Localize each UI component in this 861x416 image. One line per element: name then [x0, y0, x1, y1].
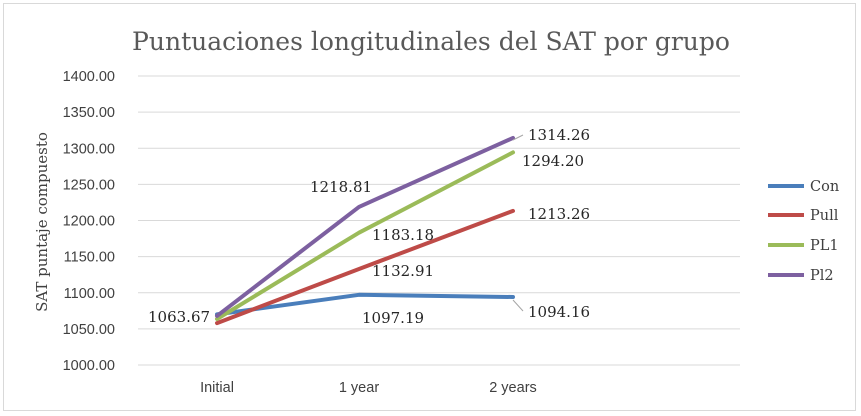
data-label: 1183.18 — [372, 226, 434, 244]
data-label: 1094.16 — [528, 303, 590, 321]
x-tick-label: 2 years — [489, 380, 537, 396]
chart-title: Puntuaciones longitudinales del SAT por … — [132, 27, 730, 56]
y-tick-label: 1100.00 — [64, 286, 115, 302]
data-label: 1314.26 — [528, 126, 590, 144]
series-line-pull — [215, 208, 515, 326]
series-line-pl2 — [215, 135, 515, 318]
y-tick-label: 1250.00 — [63, 177, 115, 193]
data-label: 1132.91 — [372, 262, 434, 280]
data-label: 1213.26 — [528, 205, 590, 223]
y-tick-label: 1350.00 — [63, 105, 115, 121]
series-line-con — [215, 292, 515, 317]
legend-label: PL1 — [810, 238, 839, 254]
y-tick-label: 1150.00 — [64, 250, 115, 266]
leader-line — [512, 134, 524, 141]
legend-label: Con — [810, 179, 839, 195]
leader-line — [512, 299, 524, 312]
chart-frame — [3, 3, 856, 411]
y-tick-label: 1050.00 — [63, 322, 115, 338]
data-label: 1218.81 — [310, 178, 372, 196]
y-axis-title: SAT puntaje compuesto — [33, 132, 51, 312]
legend-label: Pl2 — [810, 268, 834, 284]
x-tick-label: 1 year — [339, 380, 379, 396]
y-tick-label: 1300.00 — [63, 141, 115, 157]
y-tick-label: 1200.00 — [63, 214, 115, 230]
y-tick-label: 1400.00 — [63, 69, 115, 85]
data-label: 1294.20 — [522, 152, 584, 170]
legend-label: Pull — [810, 208, 839, 224]
data-label: 1097.19 — [362, 309, 424, 327]
series-line-pl1 — [215, 150, 515, 321]
y-tick-label: 1000.00 — [63, 358, 115, 374]
x-tick-label: Initial — [200, 380, 234, 396]
data-label: 1063.67 — [148, 308, 210, 326]
